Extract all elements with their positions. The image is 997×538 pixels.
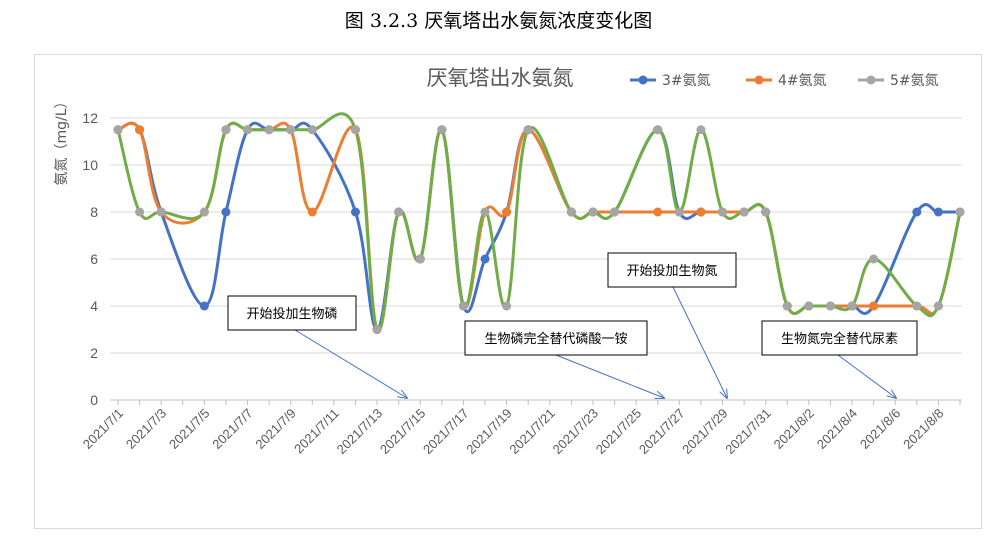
x-tick-label: 2021/8/4 bbox=[814, 406, 860, 452]
legend-marker bbox=[754, 75, 764, 85]
data-point bbox=[502, 207, 512, 217]
data-point bbox=[458, 301, 468, 311]
data-point bbox=[480, 207, 490, 217]
data-point bbox=[804, 301, 814, 311]
annotation-box bbox=[227, 295, 357, 331]
data-point bbox=[653, 207, 663, 217]
x-tick-label: 2021/7/19 bbox=[463, 406, 515, 458]
data-point bbox=[264, 125, 274, 135]
data-point bbox=[135, 125, 145, 135]
legend-marker bbox=[638, 75, 648, 85]
data-point bbox=[782, 301, 792, 311]
data-point bbox=[696, 207, 706, 217]
legend-entry: 5#氨氮 bbox=[890, 73, 939, 89]
data-point bbox=[718, 207, 728, 217]
data-point bbox=[350, 125, 360, 135]
data-point bbox=[394, 207, 404, 217]
x-tick-label: 2021/7/7 bbox=[209, 406, 255, 452]
x-tick-label: 2021/7/27 bbox=[636, 406, 688, 458]
data-point bbox=[307, 125, 317, 135]
data-point bbox=[933, 301, 943, 311]
x-tick-label: 2021/7/29 bbox=[679, 406, 731, 458]
x-tick-label: 2021/8/2 bbox=[771, 406, 817, 452]
data-point bbox=[480, 254, 490, 264]
legend-entry: 3#氨氮 bbox=[662, 73, 711, 89]
data-point bbox=[221, 125, 231, 135]
data-point bbox=[610, 207, 620, 217]
data-point bbox=[869, 254, 879, 264]
annotation-label: 生物氮完全替代尿素 bbox=[781, 331, 898, 347]
data-point bbox=[588, 207, 598, 217]
annotation-box bbox=[761, 320, 918, 356]
x-tick-label: 2021/7/13 bbox=[334, 406, 386, 458]
data-point bbox=[372, 325, 382, 334]
y-tick-label: 8 bbox=[90, 204, 98, 220]
data-point bbox=[199, 207, 209, 217]
data-point bbox=[350, 207, 360, 217]
data-point bbox=[912, 207, 922, 217]
chart-frame bbox=[34, 54, 982, 529]
x-tick-label: 2021/7/25 bbox=[593, 406, 645, 458]
legend-marker bbox=[866, 75, 876, 85]
data-point bbox=[523, 125, 533, 135]
data-point bbox=[869, 301, 879, 311]
annotation-arrow bbox=[672, 286, 727, 398]
figure-caption: 图 3.2.3 厌氧塔出水氨氮浓度变化图 bbox=[344, 10, 653, 32]
data-point bbox=[415, 254, 425, 264]
annotation-arrow bbox=[294, 329, 407, 398]
data-point bbox=[653, 125, 663, 135]
data-point bbox=[135, 207, 145, 217]
annotation-label: 开始投加生物氮 bbox=[626, 263, 717, 279]
x-tick-label: 2021/7/17 bbox=[420, 406, 472, 458]
data-point bbox=[933, 207, 943, 217]
data-point bbox=[437, 125, 447, 135]
series-line-5 bbox=[116, 112, 962, 333]
data-point bbox=[199, 301, 209, 311]
y-tick-label: 4 bbox=[90, 298, 98, 314]
data-point bbox=[847, 301, 857, 311]
y-axis-label: 氨氮（mg/L） bbox=[54, 94, 70, 185]
x-tick-label: 2021/7/23 bbox=[550, 406, 602, 458]
data-point bbox=[221, 207, 231, 217]
legend-entry: 4#氨氮 bbox=[778, 73, 827, 89]
annotation-arrow bbox=[837, 354, 896, 398]
y-tick-label: 2 bbox=[90, 345, 98, 361]
data-point bbox=[696, 125, 706, 135]
x-tick-label: 2021/7/3 bbox=[123, 406, 169, 452]
x-tick-label: 2021/7/21 bbox=[506, 406, 558, 458]
data-point bbox=[243, 125, 253, 135]
annotation-arrow bbox=[555, 354, 664, 398]
annotation-box bbox=[464, 320, 648, 356]
x-tick-label: 2021/7/15 bbox=[377, 406, 429, 458]
x-tick-label: 2021/8/8 bbox=[900, 406, 946, 452]
data-point bbox=[286, 125, 296, 135]
data-point bbox=[761, 207, 771, 217]
data-point bbox=[955, 207, 965, 217]
data-point bbox=[739, 207, 749, 217]
x-tick-label: 2021/7/31 bbox=[722, 406, 774, 458]
data-point bbox=[825, 301, 835, 311]
data-point bbox=[113, 125, 123, 135]
annotation-box bbox=[607, 252, 737, 288]
data-point bbox=[307, 207, 317, 217]
x-tick-label: 2021/7/1 bbox=[80, 406, 126, 452]
x-tick-label: 2021/7/11 bbox=[291, 406, 342, 457]
annotation-label: 开始投加生物磷 bbox=[246, 306, 337, 322]
x-tick-label: 2021/8/6 bbox=[857, 406, 903, 452]
y-tick-label: 12 bbox=[82, 110, 98, 126]
data-point bbox=[912, 301, 922, 311]
annotation-label: 生物磷完全替代磷酸一铵 bbox=[484, 331, 627, 347]
x-tick-label: 2021/7/5 bbox=[166, 406, 212, 452]
y-tick-label: 10 bbox=[82, 157, 98, 173]
chart-title: 厌氧塔出水氨氮 bbox=[427, 66, 574, 90]
y-tick-label: 0 bbox=[90, 392, 98, 408]
data-point bbox=[156, 207, 166, 217]
data-point bbox=[674, 207, 684, 217]
data-point bbox=[566, 207, 576, 217]
y-tick-label: 6 bbox=[90, 251, 98, 267]
data-point bbox=[502, 301, 512, 311]
